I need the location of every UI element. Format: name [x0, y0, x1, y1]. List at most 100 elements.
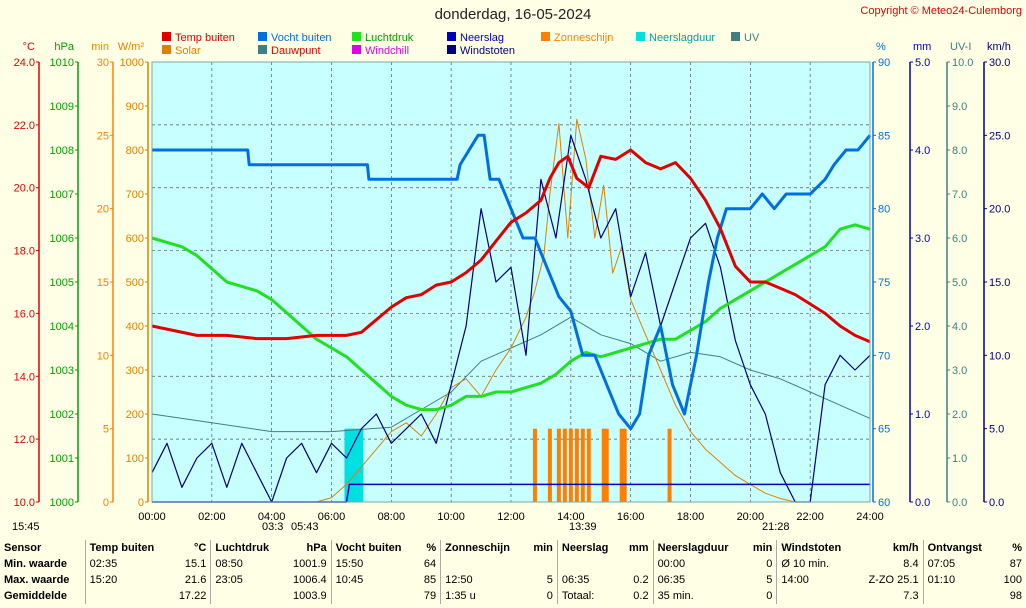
stats-cell: [922, 588, 996, 604]
stats-cell: 15.1: [184, 558, 207, 570]
right-axis-tick-label: 20.0: [989, 204, 1010, 216]
stats-cell: [210, 588, 283, 604]
left-axis-tick-label: 20.0: [14, 183, 35, 195]
stats-cell: 1006.4: [293, 574, 327, 586]
raindur-bar: [347, 428, 352, 502]
left-axis-tick-label: 900: [126, 101, 144, 113]
stats-cell: 79: [423, 590, 437, 602]
left-axis-tick-label: 20: [97, 204, 109, 216]
legend-label: Windchill: [365, 45, 409, 57]
legend-label: Zonneschijn: [554, 32, 613, 44]
x-tick-label: 20:00: [737, 511, 765, 523]
stats-cell: Min. waarde: [4, 558, 67, 570]
x-tick-label: 08:00: [378, 511, 406, 523]
stats-cell: 1003.9: [293, 590, 327, 602]
right-axis-tick-label: 1.0: [915, 409, 930, 421]
legend-swatch: [162, 45, 171, 54]
right-axis-tick-label: 5.0: [989, 424, 1004, 436]
right-axis-tick-label: 3.0: [915, 233, 930, 245]
right-axis-tick-label: 80: [878, 204, 890, 216]
weather-chart: Temp buiten Vocht buiten Luchtdruk Neerslag…: [14, 32, 1011, 523]
left-axis-tick-label: 10: [97, 350, 109, 362]
left-axis-tick-label: 1007: [50, 189, 74, 201]
sunshine-bar: [619, 428, 624, 502]
stats-cell: 15:20: [84, 572, 170, 588]
stats-cell: 14:00: [776, 572, 856, 588]
right-axis-tick-label: 10.0: [989, 350, 1010, 362]
stats-cell: 85: [423, 574, 437, 586]
sunrise-time: 05:43: [291, 521, 319, 533]
legend-label: Vocht buiten: [271, 32, 332, 44]
left-axis-tick-label: 1008: [50, 145, 74, 157]
left-axis-tick-label: 1005: [50, 277, 74, 289]
left-axis-tick-label: 600: [126, 233, 144, 245]
right-axis-tick-label: 90: [878, 57, 890, 69]
stats-cell: 10:45: [330, 572, 417, 588]
left-axis-tick-label: 1001: [50, 453, 74, 465]
left-axis-tick-label: 14.0: [14, 371, 35, 383]
stats-cell: Ontvangst: [922, 540, 996, 556]
x-tick-label: 04:00: [258, 511, 286, 523]
right-axis-unit: mm: [913, 41, 931, 53]
left-axis-tick-label: 400: [126, 321, 144, 333]
right-axis-unit: UV-I: [950, 41, 971, 53]
stats-cell: mm: [629, 542, 649, 554]
pressure-line: [151, 223, 871, 412]
stats-header-row: Sensor Temp buiten °C Luchtdruk hPa Vocht bui…: [0, 540, 1026, 556]
legend-label: Neerslag: [460, 32, 504, 44]
sunshine-bar: [604, 428, 609, 502]
left-axis-tick-label: 0: [103, 497, 109, 509]
left-axis-tick-label: 1002: [50, 409, 74, 421]
stats-cell: km/h: [892, 542, 919, 554]
sunshine-bar: [556, 428, 561, 502]
right-axis-tick-label: 5.0: [952, 277, 967, 289]
stats-cell: 5: [766, 574, 773, 586]
legend-label: UV: [744, 32, 760, 44]
right-axis-tick-label: 8.0: [952, 145, 967, 157]
right-axis-unit: %: [876, 41, 886, 53]
stats-cell: 00:00: [652, 556, 745, 572]
right-axis-tick-label: 2.0: [915, 321, 930, 333]
sunshine-bar: [580, 428, 585, 502]
stats-cell: 06:35: [556, 572, 621, 588]
sunshine-bar: [622, 428, 627, 502]
legend-label: Luchtdruk: [365, 32, 414, 44]
stats-cell: [525, 556, 557, 572]
left-axis-tick-label: 1009: [50, 101, 74, 113]
stats-cell: 5: [546, 574, 553, 586]
stats-cell: 1:35 u: [440, 588, 526, 604]
legend-label: Dauwpunt: [271, 45, 321, 57]
uv-line: [151, 316, 871, 433]
stats-cell: 23:05: [210, 572, 283, 588]
stats-cell: [440, 556, 526, 572]
right-axis-tick-label: 7.0: [952, 189, 967, 201]
right-axis-tick-label: 0.0: [952, 497, 967, 509]
right-axis-tick-label: 25.0: [989, 130, 1010, 142]
legend-swatch: [352, 45, 361, 54]
sunshine-bar: [547, 428, 552, 502]
left-axis-tick-label: 1004: [50, 321, 74, 333]
right-axis-tick-label: 3.0: [952, 365, 967, 377]
legend-swatch: [162, 32, 171, 41]
stats-cell: 07:05: [922, 556, 996, 572]
stats-cell: Z-ZO 25.1: [868, 574, 919, 586]
x-tick-label: 18:00: [677, 511, 705, 523]
left-axis-tick-label: 0: [138, 497, 144, 509]
left-axis-tick-label: 1000: [50, 497, 74, 509]
raindur-bar: [350, 428, 355, 502]
left-axis-unit: min: [91, 41, 109, 53]
right-axis-tick-label: 2.0: [952, 409, 967, 421]
x-tick-label: 12:00: [497, 511, 525, 523]
stats-cell: 12:50: [440, 572, 526, 588]
right-axis-tick-label: 15.0: [989, 277, 1010, 289]
right-axis-tick-label: 4.0: [915, 145, 930, 157]
humidity-line: [152, 133, 872, 431]
left-axis-tick-label: 5: [103, 424, 109, 436]
right-axis-tick-label: 85: [878, 130, 890, 142]
solar-line: [152, 118, 870, 503]
left-axis-tick-label: 200: [126, 409, 144, 421]
stats-cell: Windstoten: [776, 540, 856, 556]
right-axis-tick-label: 30.0: [989, 57, 1010, 69]
left-axis-tick-label: 700: [126, 189, 144, 201]
right-axis-tick-label: 65: [878, 424, 890, 436]
